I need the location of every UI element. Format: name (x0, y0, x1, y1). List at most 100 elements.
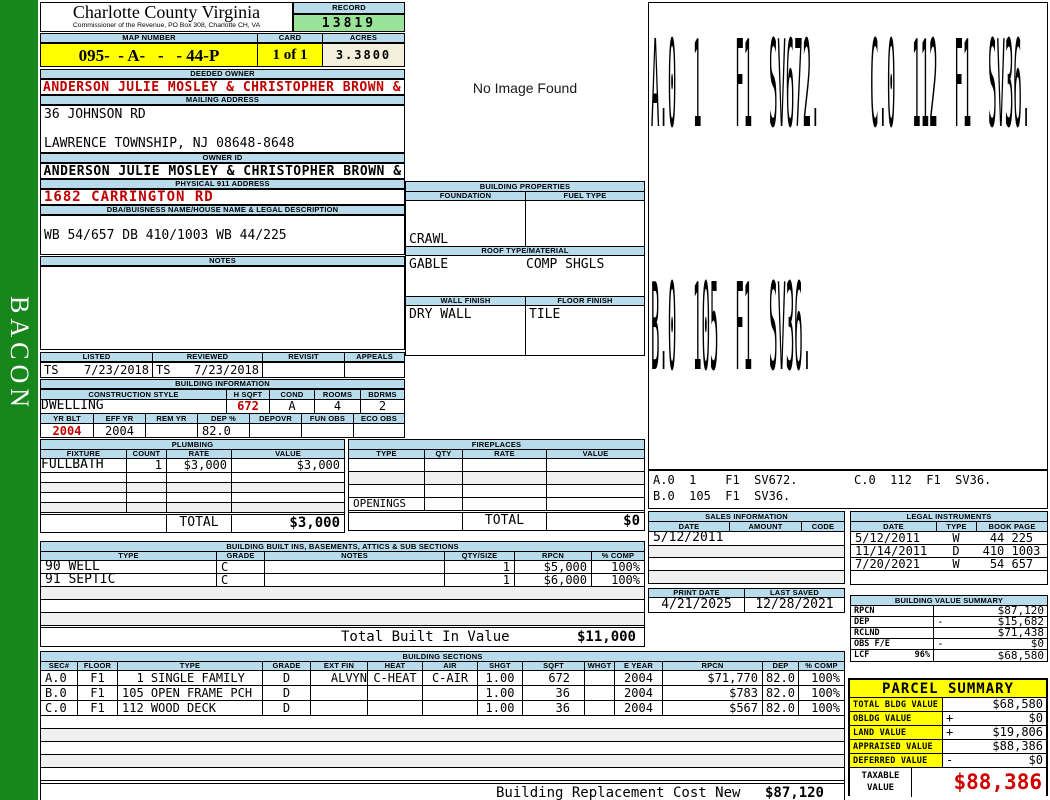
summary-row: DEP - $15,682 (851, 617, 1047, 628)
deeded-owner-value[interactable]: ANDERSON JULIE MOSLEY & CHRISTOPHER BROW… (40, 79, 405, 95)
empty-row (41, 742, 844, 755)
fixture-header: FIXTURE (41, 450, 126, 458)
rooms-value[interactable]: 4 (314, 400, 360, 413)
building-section-row[interactable]: C.0 F1 112 WOOD DECK D 1.00 36 2004 $567… (41, 701, 844, 716)
builtins-row[interactable]: 90 WELL C 1 $5,000 100% (41, 561, 644, 574)
openings-row[interactable]: OPENINGS (349, 498, 644, 511)
ecoobs-value[interactable] (353, 424, 404, 438)
sketch-canvas: A.0 1 F1 SV672. C.0 112 F1 SV36. B.0 105… (648, 2, 1048, 470)
notes-box[interactable] (40, 266, 405, 350)
cond-header: COND (269, 390, 314, 399)
builtins-header: BUILDING BUILT INS, BASEMENTS, ATTICS & … (40, 541, 645, 551)
parcel-row: DEFERRED VALUE - $0 (850, 754, 1046, 768)
roof-value[interactable]: GABLE COMP SHGLS (406, 256, 644, 297)
effyr-value[interactable]: 2004 (93, 424, 145, 438)
sales-section: SALES INFORMATION DATE AMOUNT CODE 5/12/… (648, 511, 845, 584)
yrblt-value[interactable]: 2004 (52, 424, 82, 438)
remyr-value[interactable] (145, 424, 197, 438)
map-number-header: MAP NUMBER (40, 33, 258, 43)
sketch-label-stretched-2: B.0 105 F1 SV36. (651, 266, 812, 404)
map-number-value[interactable]: 095- - A- - - 44-P (40, 43, 258, 67)
empty-row (41, 587, 644, 600)
empty-row (41, 716, 844, 729)
listed-value[interactable]: TS 7/23/2018 (40, 362, 153, 378)
parcel-summary-section: PARCEL SUMMARY TOTAL BLDG VALUE $68,580 … (848, 678, 1048, 797)
eyear-header: E YEAR (614, 662, 662, 670)
grade-header: GRADE (262, 662, 310, 670)
hsqft-value[interactable]: 672 (226, 400, 269, 413)
parcel-row: LAND VALUE + $19,806 (850, 726, 1046, 740)
empty-row (41, 473, 344, 483)
inst-date-header: DATE (851, 522, 936, 531)
legend-section-c: C.0 112 F1 SV36. (854, 473, 992, 487)
depovr-value[interactable] (249, 424, 301, 438)
bdrms-value[interactable]: 2 (360, 400, 404, 413)
fp-qty-header: QTY (424, 450, 462, 458)
plumbing-row[interactable]: FULLBATH 1 $3,000 $3,000 (41, 459, 344, 473)
taxable-value-label: TAXABLE VALUE (850, 768, 912, 797)
bi-grade-header: GRADE (216, 552, 264, 560)
replacement-cost-value: $87,120 (764, 784, 824, 800)
bi-comp-header: % COMP (591, 552, 644, 560)
fueltype-value[interactable] (525, 201, 644, 246)
summary-row: LCF 96% $68,580 (851, 650, 1047, 661)
mailing-address-box[interactable]: 36 JOHNSON RD LAWRENCE TOWNSHIP, NJ 0864… (40, 105, 405, 153)
instrument-row[interactable]: 5/12/2011 W 44 225 (851, 532, 1047, 545)
print-date-value: 4/21/2025 (648, 598, 745, 613)
owner-id-value[interactable]: ANDERSON JULIE MOSLEY & CHRISTOPHER BROW… (40, 163, 405, 179)
acres-header: ACRES (323, 33, 405, 43)
sketch-legend: A.0 1 F1 SV672. C.0 112 F1 SV36. B.0 105… (648, 470, 1048, 509)
revisit-value[interactable] (263, 362, 345, 378)
builtins-row[interactable]: 91 SEPTIC C 1 $6,000 100% (41, 574, 644, 587)
rate-header: RATE (166, 450, 231, 458)
building-section-row[interactable]: B.0 F1 105 OPEN FRAME PCH D 1.00 36 2004… (41, 686, 844, 701)
sale-date-header: DATE (649, 522, 729, 531)
empty-row (41, 729, 844, 742)
bi-notes-header: NOTES (264, 552, 444, 560)
construction-style-value[interactable]: DWELLING (41, 400, 104, 413)
air-header: AIR (422, 662, 477, 670)
summary-row: OBS F/E - $0 (851, 639, 1047, 650)
heat-header: HEAT (367, 662, 422, 670)
replacement-cost-label: Building Replacement Cost New (496, 784, 741, 800)
sales-row[interactable]: 5/12/2011 (649, 532, 844, 546)
floorfinish-header: FLOOR FINISH (525, 297, 644, 305)
shgt-header: SHGT (477, 662, 522, 670)
comp-header: % COMP (798, 662, 844, 670)
instrument-row[interactable]: 11/14/2011 D 410 1003 (851, 545, 1047, 558)
foundation-value[interactable]: CRAWL CINDER BLOCK (409, 232, 449, 246)
revisit-header: REVISIT (263, 352, 345, 362)
sketch-label-stretched-1: A.0 1 F1 SV672. C.0 112 F1 SV36. (651, 23, 1031, 161)
wallfinish-value[interactable]: DRY WALL (409, 307, 472, 322)
print-date-header: PRINT DATE (648, 588, 745, 598)
legal-description-box[interactable]: WB 54/657 DB 410/1003 WB 44/225 (40, 215, 405, 255)
building-info-header: BUILDING INFORMATION (40, 379, 405, 389)
sidebar-label: BACON (5, 296, 34, 413)
whgt-header: WHGT (584, 662, 614, 670)
physical-address-value[interactable]: 1682 CARRINGTON RD (40, 189, 405, 205)
empty-row (851, 571, 1047, 584)
appeals-value[interactable] (345, 362, 405, 378)
fireplaces-header: FIREPLACES (348, 439, 645, 449)
foundation-header: FOUNDATION (406, 192, 525, 200)
funobs-value[interactable] (301, 424, 353, 438)
parcel-row: OBLDG VALUE + $0 (850, 712, 1046, 726)
record-value[interactable]: 13819 (293, 14, 405, 32)
dep-header: DEP % (197, 414, 249, 423)
mailing-line2: LAWRENCE TOWNSHIP, NJ 08648-8648 (44, 136, 295, 151)
builtins-total-value: $11,000 (576, 629, 636, 645)
instrument-row[interactable]: 7/20/2021 W 54 657 (851, 558, 1047, 571)
reviewed-value[interactable]: TS 7/23/2018 (153, 362, 263, 378)
acres-value[interactable]: 3.3800 (323, 43, 405, 67)
floorfinish-value[interactable]: TILE (525, 306, 644, 355)
card-value[interactable]: 1 of 1 (258, 43, 323, 67)
fireplaces-total-label: TOTAL (462, 513, 546, 530)
cond-value[interactable]: A (269, 400, 314, 413)
fp-rate-header: RATE (462, 450, 546, 458)
fp-type-header: TYPE (349, 450, 424, 458)
fueltype-header: FUEL TYPE (525, 192, 644, 200)
dep-value[interactable]: 82.0 (197, 424, 249, 438)
floor-header: FLOOR (77, 662, 117, 670)
fireplaces-total-value: $0 (546, 513, 644, 530)
building-section-row[interactable]: A.0 F1 1 SINGLE FAMILY D ALVYN C-HEAT C-… (41, 671, 844, 686)
